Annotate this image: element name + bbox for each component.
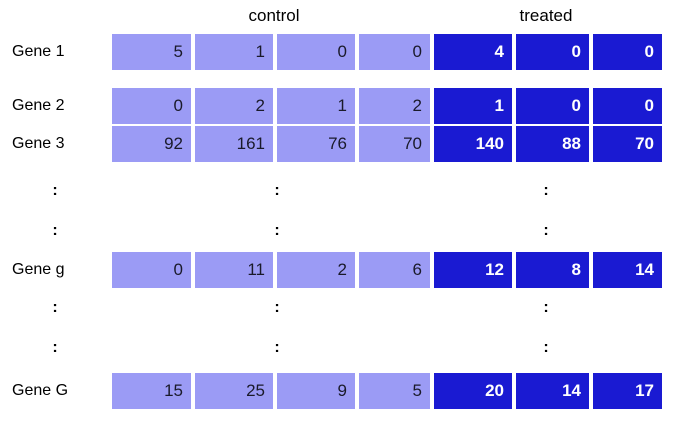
treated-count-cell: 17	[593, 373, 662, 409]
control-count-cell: 92	[112, 126, 191, 162]
treated-count-cell: 1	[434, 88, 512, 124]
treated-count-cell: 0	[516, 88, 589, 124]
control-count-cell: 5	[112, 34, 191, 70]
control-count-cell: 25	[195, 373, 273, 409]
control-count-cell: 0	[112, 88, 191, 124]
control-count-cell: 1	[195, 34, 273, 70]
treated-count-cell: 70	[593, 126, 662, 162]
ellipsis-dots: :	[274, 299, 280, 316]
treated-count-cell: 88	[516, 126, 589, 162]
treated-count-cell: 14	[593, 252, 662, 288]
ellipsis-dots: :	[274, 182, 280, 199]
ellipsis-dots: :	[543, 299, 549, 316]
gene-label: Gene 2	[12, 97, 65, 114]
treated-count-cell: 20	[434, 373, 512, 409]
ellipsis-dots: :	[52, 222, 58, 239]
control-group-header: control	[248, 6, 300, 25]
ellipsis-dots: :	[274, 339, 280, 356]
treated-count-cell: 140	[434, 126, 512, 162]
gene-label: Gene G	[12, 382, 69, 399]
control-count-cell: 76	[277, 126, 355, 162]
gene-label: Gene g	[12, 261, 65, 278]
control-count-cell: 2	[277, 252, 355, 288]
control-count-cell: 2	[195, 88, 273, 124]
treated-count-cell: 8	[516, 252, 589, 288]
control-count-cell: 6	[359, 252, 430, 288]
ellipsis-dots: :	[543, 339, 549, 356]
control-count-cell: 1	[277, 88, 355, 124]
control-count-cell: 9	[277, 373, 355, 409]
ellipsis-dots: :	[52, 182, 58, 199]
treated-count-cell: 14	[516, 373, 589, 409]
treated-count-cell: 0	[593, 88, 662, 124]
ellipsis-dots: :	[543, 222, 549, 239]
control-count-cell: 0	[359, 34, 430, 70]
ellipsis-dots: :	[274, 222, 280, 239]
ellipsis-dots: :	[543, 182, 549, 199]
treated-count-cell: 4	[434, 34, 512, 70]
control-count-cell: 161	[195, 126, 273, 162]
control-count-cell: 70	[359, 126, 430, 162]
control-count-cell: 11	[195, 252, 273, 288]
gene-label: Gene 3	[12, 135, 65, 152]
treated-count-cell: 12	[434, 252, 512, 288]
gene-label: Gene 1	[12, 43, 65, 60]
control-count-cell: 0	[112, 252, 191, 288]
control-count-cell: 0	[277, 34, 355, 70]
ellipsis-dots: :	[52, 299, 58, 316]
control-count-cell: 5	[359, 373, 430, 409]
ellipsis-dots: :	[52, 339, 58, 356]
control-count-cell: 15	[112, 373, 191, 409]
treated-group-header: treated	[519, 6, 573, 25]
control-count-cell: 2	[359, 88, 430, 124]
treated-count-cell: 0	[516, 34, 589, 70]
treated-count-cell: 0	[593, 34, 662, 70]
